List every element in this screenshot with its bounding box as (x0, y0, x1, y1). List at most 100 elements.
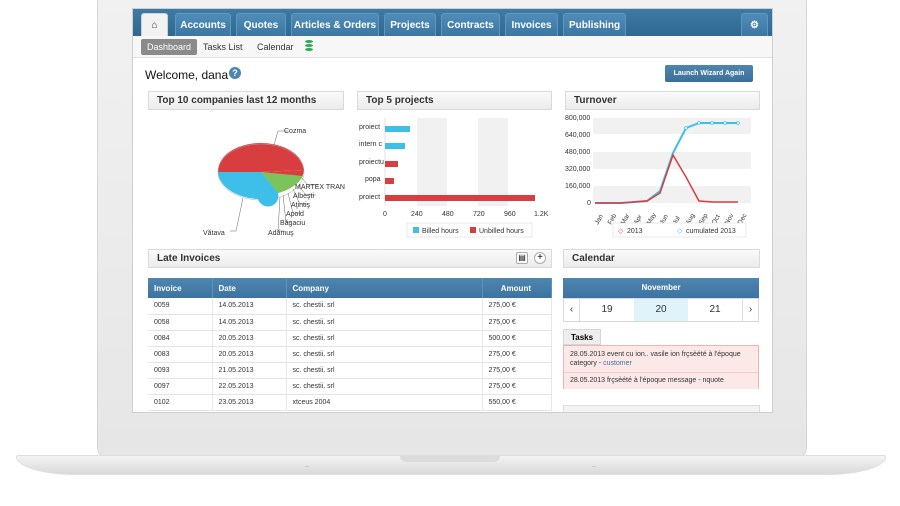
subnav-tasks-list[interactable]: Tasks List (203, 42, 243, 52)
project-category: popa (365, 176, 381, 183)
calendar-days: ‹ 19 20 21 › (563, 298, 759, 322)
turnover-tick: 320,000 (565, 166, 590, 173)
month-label: Oct (711, 214, 722, 226)
pie-label: Apold (286, 211, 304, 218)
add-icon[interactable]: + (534, 252, 546, 264)
panel-calendar-title: Calendar (563, 249, 760, 268)
projects-bar-chart: proiect intern c proiectu popa proiect 0… (359, 118, 549, 238)
calendar-next-icon[interactable]: › (742, 299, 758, 321)
laptop-foot (592, 466, 596, 467)
invoices-table: Invoice Date Company Amount 0059 14.05.20… (148, 278, 552, 411)
table-row[interactable]: 0059 14.05.2013 sc. chestii. srl 275,00 € (148, 298, 552, 315)
pie-label: Vătava (203, 230, 225, 237)
project-category: proiectu (359, 159, 384, 166)
help-icon[interactable]: ? (229, 67, 241, 79)
tab-articles-orders[interactable]: Articles & Orders (291, 13, 379, 36)
legend-2013: 2013 (627, 228, 643, 235)
calendar-month: November (563, 278, 759, 298)
home-icon: ⌂ (151, 20, 158, 31)
task-item[interactable]: 28.05.2013 frçsèété à l'époque message -… (564, 372, 758, 389)
svg-text:◇: ◇ (618, 228, 624, 235)
legend-cumulated: cumulated 2013 (686, 228, 736, 235)
legend-unbilled: Unbilled hours (479, 228, 524, 235)
col-amount[interactable]: Amount (482, 278, 552, 298)
pie-label: Aţintiş (291, 202, 311, 209)
month-label: Jun (659, 213, 670, 226)
database-icon[interactable] (305, 40, 313, 52)
tab-accounts[interactable]: Accounts (175, 13, 231, 36)
panel-turnover-title: Turnover (565, 91, 760, 110)
bar-billed[interactable] (385, 143, 405, 149)
table-row[interactable]: 0097 22.05.2013 sc. chestii. srl 275,00 € (148, 378, 552, 395)
month-label: Feb (607, 212, 619, 226)
pie-label: Albeşti (293, 193, 314, 200)
pie-slice-main[interactable] (217, 142, 304, 172)
pie-label: Băgaciu (280, 220, 305, 227)
col-invoice[interactable]: Invoice (148, 278, 213, 298)
sub-nav: Dashboard Tasks List Calendar (133, 36, 772, 58)
project-tick: 0 (383, 211, 387, 218)
table-settings-icon[interactable]: ▤ (516, 252, 528, 264)
settings-button[interactable]: ⚙ (741, 13, 768, 36)
bar-unbilled[interactable] (385, 178, 394, 184)
month-label: Apr (633, 213, 645, 226)
companies-pie-chart: Cozma MARTEX TRAN Albeşti Aţintiş Apold … (203, 128, 345, 237)
calendar-day[interactable]: 21 (709, 304, 721, 315)
tab-invoices[interactable]: Invoices (505, 13, 558, 36)
col-company[interactable]: Company (286, 278, 483, 298)
pie-label: Cozma (284, 128, 306, 135)
table-row[interactable]: 0083 20.05.2013 sc. chestii. srl 275,00 € (148, 346, 552, 363)
pie-label: Adămuş (268, 230, 294, 237)
col-date[interactable]: Date (212, 278, 287, 298)
project-category: proiect (359, 194, 380, 201)
table-row[interactable]: 0093 21.05.2013 sc. chestii. srl 275,00 € (148, 362, 552, 379)
tab-contracts[interactable]: Contracts (441, 13, 500, 36)
svg-text:◇: ◇ (677, 228, 683, 235)
month-label: Jan (594, 213, 605, 226)
pie-label: MARTEX TRAN (295, 184, 345, 191)
turnover-line-chart: 800,000 640,000 480,000 320,000 160,000 … (565, 115, 751, 238)
project-tick: 480 (442, 211, 454, 218)
laptop-foot (305, 466, 309, 467)
welcome-text: Welcome, dana (145, 68, 229, 82)
tab-publishing[interactable]: Publishing (563, 13, 626, 36)
launch-wizard-button[interactable]: Launch Wizard Again (665, 65, 753, 82)
turnover-tick: 800,000 (565, 115, 590, 122)
project-category: intern c (359, 141, 382, 148)
turnover-tick: 640,000 (565, 132, 590, 139)
bar-unbilled[interactable] (385, 195, 535, 201)
panel-top-projects-title: Top 5 projects (357, 91, 552, 110)
bar-billed[interactable] (385, 126, 410, 132)
turnover-tick: 480,000 (565, 149, 590, 156)
tasks-list: 28.05.2013 event cu ion.. vasile ion frç… (563, 345, 759, 389)
panel-late-invoices-title: Late Invoices (148, 249, 552, 268)
bar-unbilled[interactable] (385, 161, 398, 167)
tasks-tab[interactable]: Tasks (563, 329, 601, 345)
project-tick: 720 (473, 211, 485, 218)
project-tick: 240 (411, 211, 423, 218)
table-row[interactable]: 0102 23.05.2013 xtceus 2004 550,00 € (148, 394, 552, 411)
main-nav: ⌂ Accounts Quotes Articles & Orders Proj… (133, 9, 772, 36)
task-item[interactable]: 28.05.2013 event cu ion.. vasile ion frç… (564, 346, 758, 372)
project-tick: 960 (504, 211, 516, 218)
line-2013[interactable] (595, 153, 738, 204)
legend-billed: Billed hours (422, 228, 459, 235)
project-category: proiect (359, 124, 380, 131)
next-panel-head (563, 405, 760, 412)
laptop-notch (400, 456, 500, 462)
app-screen: ⌂ Accounts Quotes Articles & Orders Proj… (132, 8, 773, 413)
table-row[interactable]: 0084 20.05.2013 sc. chestii. srl 500,00 € (148, 330, 552, 347)
panel-top-companies-title: Top 10 companies last 12 months (148, 91, 344, 110)
tab-projects[interactable]: Projects (384, 13, 436, 36)
calendar-day-today[interactable]: 20 (634, 299, 688, 321)
subnav-dashboard[interactable]: Dashboard (141, 39, 198, 55)
table-row[interactable]: 0058 14.05.2013 sc. chestii. srl 275,00 € (148, 314, 552, 331)
subnav-calendar[interactable]: Calendar (257, 42, 294, 52)
tab-quotes[interactable]: Quotes (236, 13, 286, 36)
calendar-prev-icon[interactable]: ‹ (564, 299, 580, 321)
tab-home[interactable]: ⌂ (141, 13, 168, 36)
gear-icon: ⚙ (750, 20, 759, 31)
turnover-tick: 160,000 (565, 183, 590, 190)
calendar-day[interactable]: 19 (601, 304, 613, 315)
month-label: Jul (672, 215, 682, 226)
